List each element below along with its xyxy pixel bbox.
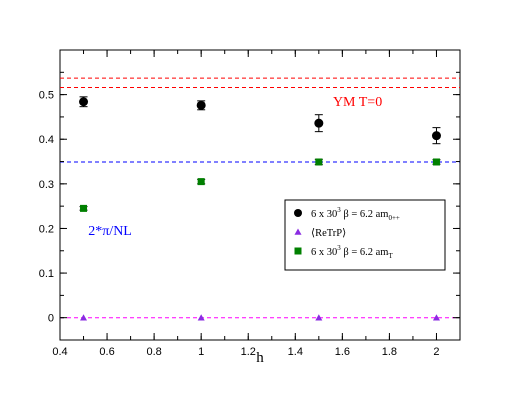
- data-point-s0-p2: [314, 118, 324, 128]
- legend-marker-2: [294, 247, 302, 255]
- legend-entry-1: ⟨ReTrP⟩: [311, 227, 346, 239]
- data-point-s0-p1: [196, 100, 206, 110]
- y-tick-label: 0.4: [39, 134, 54, 146]
- data-point-s2-p3: [432, 158, 440, 166]
- x-tick-label: 1.6: [335, 346, 350, 358]
- data-point-s2-p0: [80, 204, 88, 212]
- plot-frame: [59, 49, 461, 341]
- y-tick-label: 0.5: [39, 90, 54, 102]
- annotation-0: YM T=0: [333, 95, 382, 110]
- x-tick-label: 1.2: [241, 346, 256, 358]
- legend-marker-0: [294, 209, 302, 217]
- y-tick-label: 0.3: [39, 179, 54, 191]
- x-tick-label: 0.4: [52, 346, 67, 358]
- x-tick-label: 1.4: [288, 346, 303, 358]
- x-tick-label: 1: [198, 346, 204, 358]
- data-point-s2-p1: [197, 178, 205, 186]
- x-tick-label: 1.8: [382, 346, 397, 358]
- legend-entry-2: 6 x 303 β = 6.2 amT: [311, 244, 393, 260]
- data-point-s2-p2: [315, 158, 323, 166]
- data-point-s1-p3: [432, 314, 440, 321]
- x-tick-label: 2: [433, 346, 439, 358]
- y-tick-label: 0.2: [39, 223, 54, 235]
- data-point-s0-p0: [79, 97, 89, 107]
- annotation-1: 2*π/NL: [88, 224, 132, 239]
- x-tick-label: 0.6: [99, 346, 114, 358]
- y-tick-label: 0.1: [39, 268, 54, 280]
- legend-marker-1: [294, 228, 302, 235]
- legend: 6 x 303 β = 6.2 am0++ ⟨ReTrP⟩ 6 x 303 β = …: [284, 199, 446, 271]
- x-tick-label: 0.8: [146, 346, 161, 358]
- x-axis-title: h: [256, 350, 264, 366]
- data-point-s1-p0: [80, 314, 88, 321]
- data-point-s1-p2: [315, 314, 323, 321]
- data-point-s0-p3: [431, 131, 441, 141]
- legend-entry-0: 6 x 303 β = 6.2 am0++: [311, 206, 400, 222]
- data-point-s1-p1: [197, 314, 205, 321]
- y-tick-label: 0: [48, 313, 54, 325]
- legend-box: [284, 199, 446, 271]
